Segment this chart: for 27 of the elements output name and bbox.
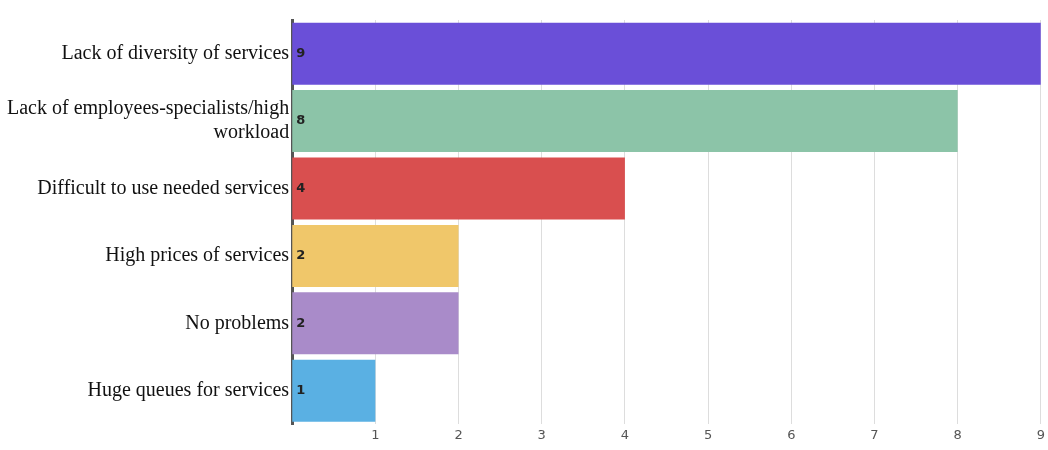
data-label: 8: [296, 112, 306, 128]
x-tick-label: 7: [870, 426, 879, 442]
data-label: 1: [296, 382, 306, 398]
bar: [292, 157, 625, 220]
x-tick-label: 6: [787, 426, 796, 442]
data-label: 2: [296, 314, 306, 330]
x-tick-label: 9: [1036, 426, 1046, 442]
data-label: 4: [296, 179, 306, 195]
bar: [292, 90, 958, 153]
y-tick-label: Lack of diversity of services: [61, 40, 290, 64]
x-tick-label: 8: [953, 426, 962, 442]
y-tick-label: No problems: [185, 310, 290, 334]
data-label: 9: [296, 45, 306, 61]
x-tick-label: 2: [454, 426, 463, 442]
x-tick-label: 5: [703, 426, 713, 442]
y-tick-label: High prices of services: [105, 243, 290, 267]
bar: [292, 22, 1041, 85]
data-label: 2: [296, 247, 306, 263]
y-tick-label: Huge queues for services: [87, 377, 290, 401]
y-tick-label: Difficult to use needed services: [37, 175, 290, 198]
bar: [292, 292, 459, 355]
x-tick-label: 1: [371, 426, 380, 442]
bar: [292, 359, 376, 422]
x-tick-label: 3: [537, 426, 546, 442]
y-tick-label: Lack of employees-specialists/high workload: [7, 96, 290, 143]
bar: [292, 224, 459, 287]
x-tick-label: 4: [620, 426, 630, 442]
